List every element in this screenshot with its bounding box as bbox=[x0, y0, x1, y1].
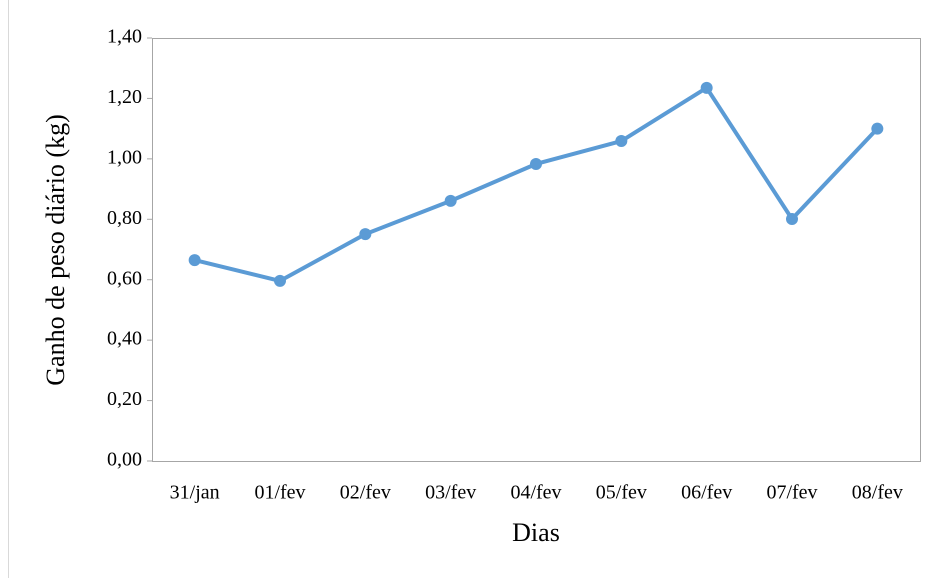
x-tick-label: 31/jan bbox=[170, 482, 220, 504]
y-tick-label: 0,40 bbox=[107, 328, 142, 350]
y-tick-label: 0,60 bbox=[107, 267, 142, 289]
y-axis-label: Ganho de peso diário (kg) bbox=[41, 114, 70, 385]
x-tick-label: 06/fev bbox=[681, 482, 732, 504]
y-tick-label: 0,00 bbox=[107, 449, 142, 471]
data-point bbox=[359, 228, 372, 241]
data-point bbox=[274, 274, 286, 287]
data-line bbox=[194, 85, 879, 283]
x-tick-label: 04/fev bbox=[510, 482, 561, 504]
y-tick-label: 0,80 bbox=[107, 207, 142, 229]
data-point bbox=[530, 157, 542, 170]
data-point bbox=[615, 135, 628, 148]
x-tick-label: 07/fev bbox=[766, 482, 817, 504]
x-tick-label: 05/fev bbox=[596, 482, 647, 504]
x-tick-label: 08/fev bbox=[852, 482, 903, 504]
plot-area bbox=[152, 38, 921, 462]
chart-border bbox=[8, 0, 9, 578]
y-tick-label: 0,20 bbox=[107, 388, 142, 410]
data-point bbox=[444, 194, 457, 207]
data-point bbox=[700, 81, 713, 94]
data-point bbox=[188, 254, 201, 267]
data-point bbox=[786, 212, 798, 225]
y-tick-label: 1,00 bbox=[107, 146, 142, 168]
y-tick-label: 1,40 bbox=[107, 26, 142, 48]
data-point bbox=[871, 122, 884, 135]
x-tick-label: 03/fev bbox=[425, 482, 476, 504]
y-tick-label: 1,20 bbox=[107, 86, 142, 108]
x-axis-label: Dias bbox=[512, 518, 560, 547]
x-tick-label: 02/fev bbox=[340, 482, 391, 504]
x-tick-label: 01/fev bbox=[254, 482, 305, 504]
